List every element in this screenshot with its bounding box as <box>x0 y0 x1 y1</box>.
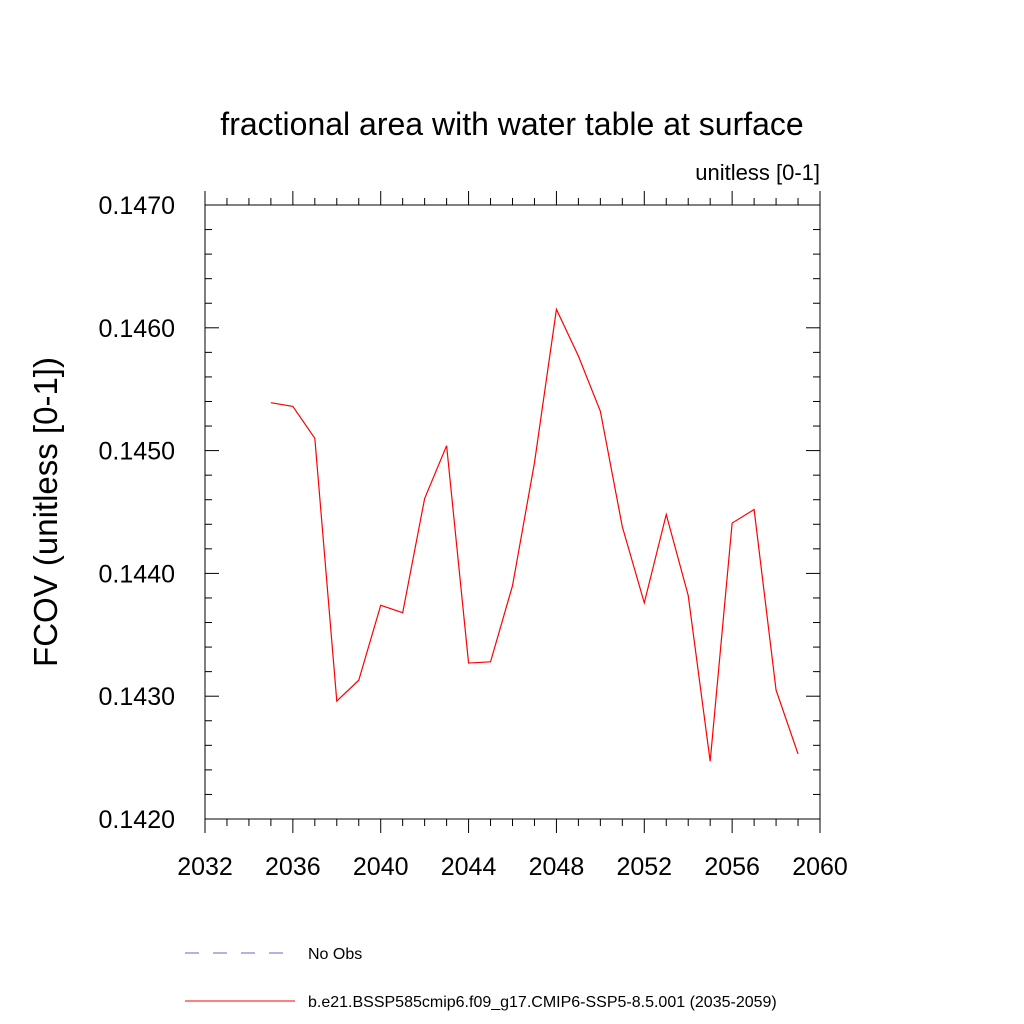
plot-frame <box>204 204 821 820</box>
y-tick-label: 0.1440 <box>99 560 175 588</box>
x-tick-label: 2040 <box>353 853 409 881</box>
y-tick-label: 0.1470 <box>99 192 175 220</box>
tick-labels: 2032 2036 2040 2044 2048 2052 2056 2060 0.1420 0.… <box>99 192 848 881</box>
x-tick-label: 2036 <box>265 853 321 881</box>
legend: No Obs b.e21.BSSP585cmip6.f09_g17.CMIP6-S… <box>185 946 777 1011</box>
x-tick-label: 2056 <box>704 853 760 881</box>
series-line-0 <box>270 307 799 762</box>
chart-title: fractional area with water table at surf… <box>220 106 803 142</box>
legend-label-0: b.e21.BSSP585cmip6.f09_g17.CMIP6-SSP5-8.… <box>308 994 777 1011</box>
legend-label-1: No Obs <box>308 946 362 963</box>
y-tick-label: 0.1420 <box>99 806 175 834</box>
y-tick-label: 0.1450 <box>99 438 175 466</box>
x-tick-label: 2052 <box>616 853 672 881</box>
series-group <box>270 307 799 762</box>
x-tick-label: 2048 <box>529 853 585 881</box>
units-label: unitless [0-1] <box>695 160 820 185</box>
y-tick-label: 0.1460 <box>99 315 175 343</box>
y-tick-label: 0.1430 <box>99 683 175 711</box>
y-axis-label: FCOV (unitless [0-1]) <box>27 357 64 667</box>
x-tick-label: 2044 <box>441 853 497 881</box>
x-tick-label: 2060 <box>792 853 848 881</box>
x-tick-label: 2032 <box>177 853 233 881</box>
axis-ticks <box>204 191 821 833</box>
